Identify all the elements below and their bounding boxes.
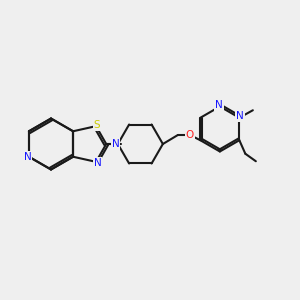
Text: N: N — [236, 111, 244, 121]
Text: N: N — [23, 152, 31, 162]
Text: N: N — [94, 158, 101, 168]
Text: N: N — [112, 139, 119, 149]
Text: O: O — [186, 130, 194, 140]
Text: S: S — [94, 120, 100, 130]
Text: N: N — [215, 100, 223, 110]
